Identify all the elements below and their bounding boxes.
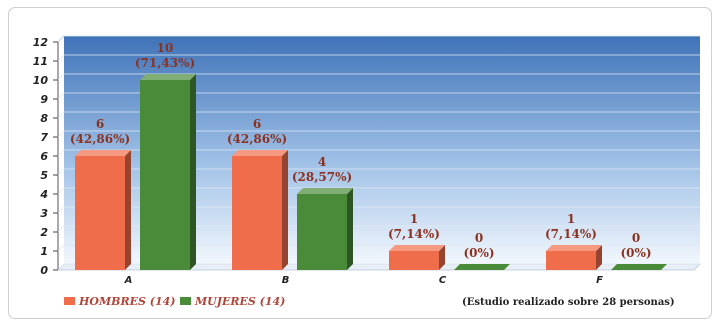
gridline-diagonal [57,187,65,195]
data-label-percent: (71,43%) [135,56,195,70]
gridline-diagonal [57,73,65,81]
bar-hombres-a: 6(42,86%) [70,117,131,270]
bar-side [282,150,288,270]
x-tick-label: C [439,275,447,286]
gridline-diagonal [57,111,65,119]
legend: HOMBRES (14) MUJERES (14) [64,295,285,308]
y-tick-label: 0 [40,264,48,277]
bar-front [297,194,347,270]
bar-mujeres-c: 0(0%) [454,231,510,270]
gridline-diagonal [57,54,65,62]
y-tick-label: 1 [40,245,48,258]
data-label-percent: (0%) [463,246,494,260]
gridline-diagonal [57,35,65,43]
bar-front [232,156,282,270]
data-label-percent: (7,14%) [388,227,440,241]
study-note: (Estudio realizado sobre 28 personas) [462,297,675,308]
bar-top [546,245,602,251]
data-label-value: 0 [632,231,640,245]
legend-swatch-hombres [64,297,75,305]
data-label-value: 1 [567,212,575,226]
bar-side [190,74,196,270]
y-tick-label: 10 [33,74,49,87]
bar-hombres-f: 1(7,14%) [545,212,602,270]
bar-top [140,74,196,80]
bar-front [546,251,596,270]
bar-flat [611,264,667,270]
bar-side [347,188,353,270]
x-tick-label: A [124,275,133,286]
data-label-value: 6 [96,117,104,131]
x-tick-label: F [596,275,603,286]
y-tick-label: 5 [40,169,48,182]
gridline-diagonal [57,92,65,100]
y-tick-label: 4 [39,188,48,201]
bar-side [125,150,131,270]
bar-top [75,150,131,156]
data-label-percent: (28,57%) [292,170,352,184]
x-tick-label: B [282,275,290,286]
data-label-percent: (7,14%) [545,227,597,241]
legend-label-mujeres: MUJERES (14) [194,295,285,308]
y-tick-label: 8 [40,112,48,125]
gridline-diagonal [57,225,65,233]
gridline-diagonal [57,149,65,157]
legend-swatch-mujeres [180,297,191,305]
bar-side [596,245,602,270]
gridline-diagonal [57,168,65,176]
bar-top [297,188,353,194]
y-tick-label: 6 [40,150,48,163]
y-tick-label: 7 [40,131,48,144]
data-label-percent: (0%) [620,246,651,260]
bar-hombres-c: 1(7,14%) [388,212,445,270]
bar-top [232,150,288,156]
bar-mujeres-f: 0(0%) [611,231,667,270]
bar-front [140,80,190,270]
y-tick-label: 12 [33,36,49,49]
bar-flat [454,264,510,270]
data-label-value: 0 [475,231,483,245]
bar-hombres-b: 6(42,86%) [227,117,288,270]
bar-side [439,245,445,270]
gridline-diagonal [57,244,65,252]
gridline-diagonal [57,263,65,271]
data-label-percent: (42,86%) [70,132,130,146]
bar-mujeres-b: 4(28,57%) [292,155,353,270]
y-tick-label: 11 [33,55,48,68]
data-label-percent: (42,86%) [227,132,287,146]
bar-mujeres-a: 10(71,43%) [135,41,196,270]
data-label-value: 1 [410,212,418,226]
data-label-value: 10 [157,41,174,55]
y-tick-label: 3 [40,207,48,220]
gridline-diagonal [57,206,65,214]
data-label-value: 4 [318,155,326,169]
bar-front [75,156,125,270]
y-tick-label: 9 [40,93,48,106]
data-label-value: 6 [253,117,261,131]
bar-top [389,245,445,251]
bars: 6(42,86%)10(71,43%)6(42,86%)4(28,57%)1(7… [70,41,667,270]
bar-front [389,251,439,270]
y-tick-label: 2 [40,226,48,239]
gridline-diagonal [57,130,65,138]
legend-label-hombres: HOMBRES (14) [78,295,175,308]
